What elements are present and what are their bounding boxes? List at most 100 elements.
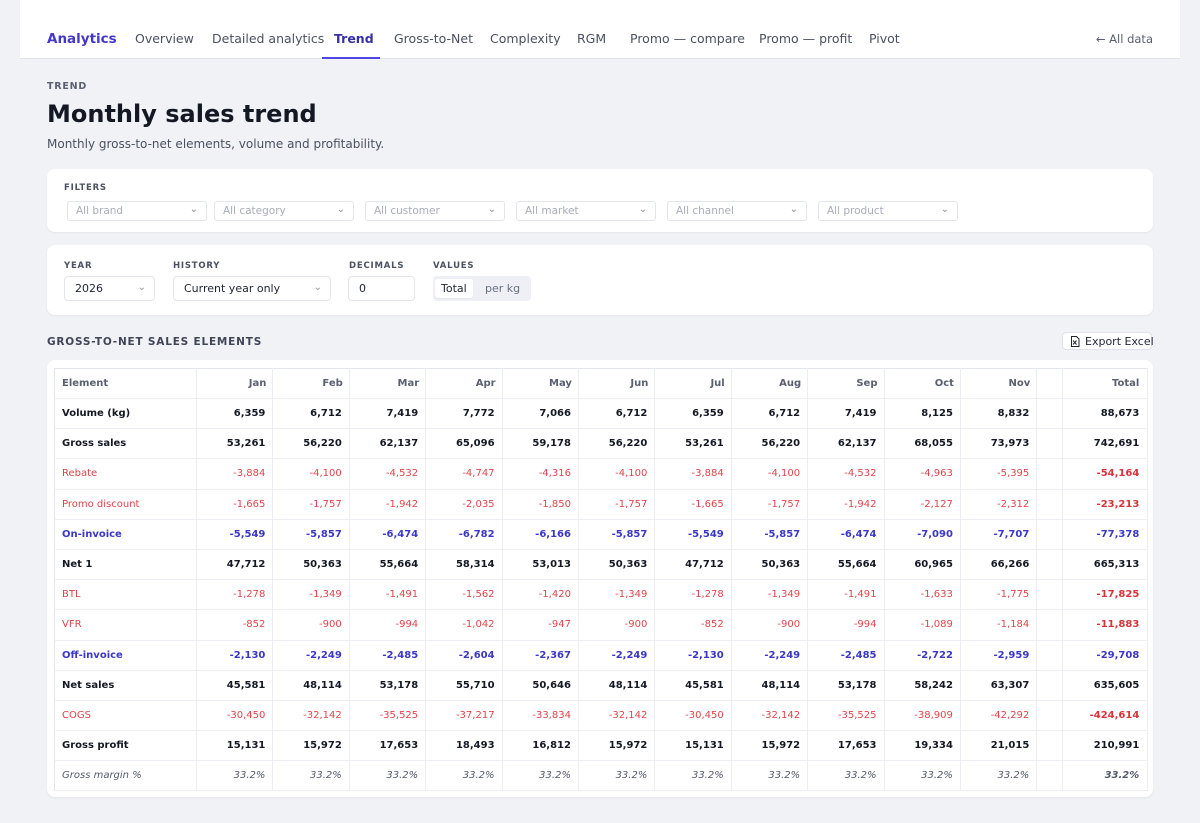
table-cell: 73,973 <box>960 428 1038 460</box>
column-header[interactable]: Oct <box>884 368 961 399</box>
gtn-table-card: Element Jan Feb Mar Apr May Jun Jul Aug Sep Oct Nov… <box>47 360 1153 797</box>
table-cell: 18,493 <box>425 730 503 762</box>
row-label: On-invoice <box>54 519 197 550</box>
column-header[interactable]: Jan <box>196 368 274 399</box>
channel-filter[interactable]: All channel ⌄ <box>667 201 807 221</box>
year-value: 2026 <box>75 282 103 295</box>
row-label: Net 1 <box>54 549 197 581</box>
table-cell: 6,359 <box>654 398 732 430</box>
table-cell: -2,959 <box>960 640 1038 671</box>
tab-promo-compare[interactable]: Promo — compare <box>630 31 745 46</box>
tab-overview[interactable]: Overview <box>135 31 194 46</box>
decimals-input[interactable]: 0 <box>348 276 415 301</box>
table-cell: -852 <box>196 609 274 641</box>
column-header[interactable]: Apr <box>425 368 503 399</box>
market-filter[interactable]: All market ⌄ <box>516 201 656 221</box>
table-cell: 665,313 <box>1062 549 1149 581</box>
product-filter[interactable]: All product ⌄ <box>818 201 958 221</box>
tab-detailed-analytics[interactable]: Detailed analytics <box>212 31 325 46</box>
values-label: VALUES <box>433 261 475 271</box>
chevron-down-icon: ⌄ <box>940 204 949 215</box>
table-cell: 33.2% <box>272 760 350 792</box>
table-cell: 210,991 <box>1062 730 1149 762</box>
table-cell <box>1036 579 1064 611</box>
table-cell: -1,757 <box>578 489 656 520</box>
table-cell: -1,665 <box>654 489 732 520</box>
top-nav: Analytics Overview Detailed analytics Tr… <box>20 0 1180 59</box>
column-header[interactable]: Total <box>1062 368 1149 399</box>
table-cell: 50,363 <box>272 549 350 581</box>
tab-gross-to-net[interactable]: Gross-to-Net <box>394 31 473 46</box>
table-cell: -1,757 <box>731 489 809 520</box>
all-data-link[interactable]: ← All data <box>1096 32 1153 46</box>
product-filter-value: All product <box>827 205 884 217</box>
history-select[interactable]: Current year only ⌄ <box>173 276 331 301</box>
table-row: Promo discount -1,665 -1,757 -1,942 -2,035 -1… <box>54 489 1149 520</box>
table-cell: 88,673 <box>1062 398 1149 430</box>
column-header[interactable]: Jun <box>578 368 656 399</box>
column-header[interactable]: Feb <box>272 368 350 399</box>
table-cell <box>1036 670 1064 701</box>
customer-filter[interactable]: All customer ⌄ <box>365 201 505 221</box>
tab-pivot[interactable]: Pivot <box>869 31 900 46</box>
table-cell: 65,096 <box>425 428 503 460</box>
tab-rgm[interactable]: RGM <box>577 31 607 46</box>
column-header[interactable]: Mar <box>349 368 427 399</box>
year-select[interactable]: 2026 ⌄ <box>64 276 155 301</box>
category-filter[interactable]: All category ⌄ <box>214 201 354 221</box>
table-cell: -1,349 <box>731 579 809 611</box>
table-cell: 58,314 <box>425 549 503 581</box>
table-cell: -35,525 <box>349 700 427 732</box>
export-excel-button[interactable]: Export Excel <box>1062 332 1154 350</box>
table-cell: 45,581 <box>196 670 274 701</box>
column-header[interactable]: May <box>502 368 579 399</box>
tab-promo-profit[interactable]: Promo — profit <box>759 31 853 46</box>
table-cell: -77,378 <box>1062 519 1149 550</box>
page-subtitle: Monthly gross-to-net elements, volume an… <box>47 137 385 151</box>
active-tab-indicator <box>322 57 380 59</box>
table-cell: 50,363 <box>578 549 656 581</box>
table-cell: -3,884 <box>654 458 732 490</box>
app-shell: Analytics Overview Detailed analytics Tr… <box>20 0 1180 823</box>
table-cell <box>1036 458 1064 490</box>
values-total-option[interactable]: Total <box>435 279 473 298</box>
table-cell: -1,757 <box>272 489 350 520</box>
page-eyebrow: TREND <box>47 81 88 92</box>
table-cell: -6,474 <box>349 519 427 550</box>
chevron-down-icon: ⌄ <box>137 282 146 293</box>
row-label: VFR <box>54 609 197 641</box>
table-cell: 15,131 <box>196 730 274 762</box>
table-cell: -35,525 <box>807 700 885 732</box>
table-cell: -4,532 <box>349 458 427 490</box>
tab-trend[interactable]: Trend <box>334 31 374 46</box>
arrow-left-icon: ← <box>1095 32 1110 46</box>
table-cell: -1,278 <box>654 579 732 611</box>
column-header[interactable]: Element <box>54 368 197 399</box>
row-label: Promo discount <box>54 489 197 520</box>
row-label: Net sales <box>54 670 197 701</box>
table-cell: -2,312 <box>960 489 1038 520</box>
column-header[interactable]: Sep <box>807 368 885 399</box>
column-header[interactable]: Nov <box>960 368 1038 399</box>
table-cell: -7,090 <box>884 519 961 550</box>
column-header[interactable]: Jul <box>654 368 732 399</box>
table-cell <box>1036 549 1064 581</box>
export-excel-label: Export Excel <box>1085 335 1154 348</box>
table-cell: 6,712 <box>731 398 809 430</box>
table-cell: -1,775 <box>960 579 1038 611</box>
table-cell: -1,042 <box>425 609 503 641</box>
table-cell: 53,261 <box>654 428 732 460</box>
table-row: On-invoice -5,549 -5,857 -6,474 -6,782 -6,166… <box>54 519 1149 550</box>
values-per-kg-option[interactable]: per kg <box>485 282 521 295</box>
row-label: Gross margin % <box>54 760 197 792</box>
brand-title[interactable]: Analytics <box>47 31 117 47</box>
row-label: Volume (kg) <box>54 398 197 430</box>
table-cell: -1,942 <box>349 489 427 520</box>
table-cell: 33.2% <box>654 760 732 792</box>
brand-filter[interactable]: All brand ⌄ <box>67 201 207 221</box>
decimals-value: 0 <box>359 282 366 295</box>
column-header[interactable]: Aug <box>731 368 809 399</box>
table-cell: -29,708 <box>1062 640 1149 671</box>
chevron-down-icon: ⌄ <box>638 204 647 215</box>
tab-complexity[interactable]: Complexity <box>490 31 561 46</box>
